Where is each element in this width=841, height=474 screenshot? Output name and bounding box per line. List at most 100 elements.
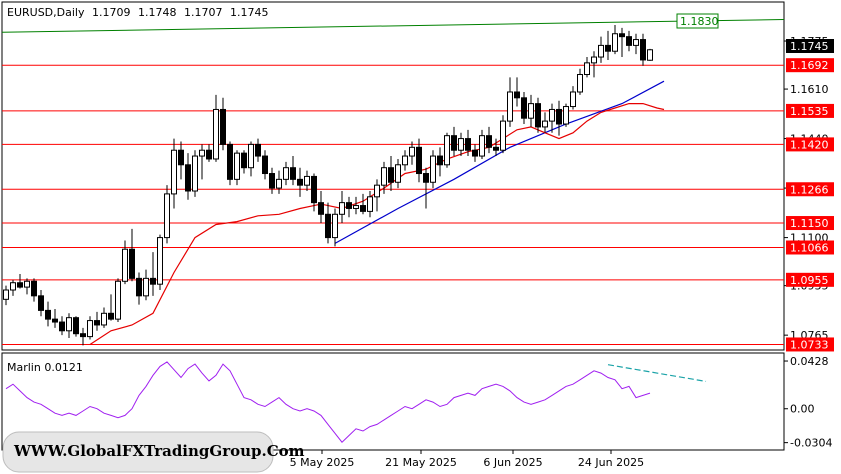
candle-body-8 [59, 321, 65, 332]
candle-body-42 [297, 178, 303, 186]
candle-67 [472, 144, 478, 162]
level-labels: 1.1692 1.1535 1.1420 1.1266 1.1150 1.1066 1.09… [786, 58, 834, 352]
candle-72 [507, 77, 513, 127]
candle-49 [346, 196, 352, 218]
candle-61 [430, 150, 436, 189]
candle-body-2 [17, 282, 23, 288]
watermark: WWW.GlobalFXTradingGroup.Com [2, 431, 305, 473]
level-label-bg-6 [786, 272, 834, 287]
candle-87 [612, 25, 618, 55]
candle-74 [521, 91, 527, 125]
candle-body-84 [591, 56, 597, 64]
candle-3 [24, 278, 30, 295]
candle-57 [402, 150, 408, 171]
price-tick-label-1: 1.1610 [790, 83, 829, 96]
candle-body-23 [164, 193, 170, 239]
candle-body-40 [283, 167, 289, 180]
candle-body-83 [584, 62, 590, 76]
ohlc-low: 1.1707 [184, 6, 223, 19]
divergence-line [607, 364, 707, 383]
candle-body-88 [619, 33, 625, 38]
candle-body-12 [87, 320, 93, 338]
candle-77 [542, 112, 548, 133]
level-label-bg-1 [786, 103, 834, 118]
candle-body-47 [332, 213, 338, 239]
candle-12 [87, 316, 93, 340]
candle-body-21 [150, 277, 156, 285]
candle-body-16 [115, 280, 121, 320]
candle-body-32 [227, 143, 233, 180]
candle-body-66 [465, 138, 471, 151]
candle-56 [395, 158, 401, 189]
candle-body-56 [395, 164, 401, 183]
candle-body-79 [556, 108, 562, 125]
candle-83 [584, 57, 590, 78]
candlesticks [3, 25, 653, 346]
candle-body-61 [430, 155, 436, 183]
candle-73 [514, 77, 520, 107]
candle-1 [10, 279, 16, 296]
candle-9 [66, 313, 72, 339]
candle-62 [437, 147, 443, 177]
candle-27 [192, 150, 198, 197]
candle-33 [234, 150, 240, 186]
candle-11 [80, 327, 86, 346]
candle-86 [605, 30, 611, 60]
watermark-box [2, 431, 274, 473]
candle-35 [248, 141, 254, 177]
candle-body-44 [311, 175, 317, 204]
candle-body-55 [388, 167, 394, 183]
level-label-bg-7 [786, 337, 834, 352]
candle-45 [318, 190, 324, 224]
candle-body-13 [94, 320, 100, 326]
candle-64 [451, 126, 457, 157]
candle-body-46 [325, 213, 331, 239]
candle-body-10 [73, 317, 79, 335]
candle-body-48 [339, 202, 345, 215]
candle-36 [255, 138, 261, 162]
candle-body-18 [129, 248, 135, 279]
candle-16 [115, 278, 121, 323]
candle-body-0 [3, 289, 9, 300]
level-label-3: 1.1266 [790, 183, 829, 196]
candle-body-22 [157, 237, 163, 285]
candle-body-63 [444, 135, 450, 166]
candle-body-58 [409, 146, 415, 157]
candle-68 [479, 129, 485, 159]
candle-42 [297, 167, 303, 197]
candle-body-41 [290, 167, 296, 180]
candle-21 [150, 252, 156, 296]
candle-43 [304, 170, 310, 191]
candle-body-92 [647, 49, 653, 61]
candle-29 [206, 144, 212, 162]
candle-body-34 [241, 152, 247, 169]
blue-ma-path [334, 80, 665, 244]
candle-52 [367, 190, 373, 218]
candle-41 [290, 156, 296, 186]
candle-24 [171, 138, 177, 209]
candle-38 [269, 167, 275, 194]
candle-body-6 [45, 309, 51, 320]
time-tick-label-1: 21 May 2025 [385, 456, 457, 469]
candle-4 [31, 278, 37, 302]
candle-8 [59, 316, 65, 336]
candle-84 [591, 51, 597, 78]
candle-body-37 [262, 155, 268, 175]
candle-39 [276, 170, 282, 194]
candle-body-90 [633, 39, 639, 46]
candle-body-80 [563, 106, 569, 125]
candle-31 [220, 97, 226, 151]
level-label-4: 1.1150 [790, 217, 829, 230]
candle-body-91 [640, 39, 646, 61]
candle-46 [325, 202, 331, 244]
candle-85 [598, 36, 604, 63]
candle-body-59 [416, 146, 422, 175]
candle-body-51 [360, 205, 366, 212]
ohlc-open: 1.1709 [92, 6, 131, 19]
candle-body-81 [570, 91, 576, 108]
candle-body-28 [199, 149, 205, 157]
candle-23 [164, 185, 170, 244]
candle-body-52 [367, 196, 373, 212]
candle-60 [423, 167, 429, 209]
